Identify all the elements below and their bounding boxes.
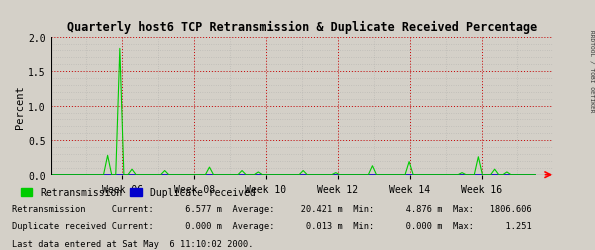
Text: RRDTOOL / TOBI OETIKER: RRDTOOL / TOBI OETIKER <box>590 30 594 112</box>
Title: Quarterly host6 TCP Retransmission & Duplicate Received Percentage: Quarterly host6 TCP Retransmission & Dup… <box>67 20 537 34</box>
Text: Retransmission     Current:      6.577 m  Average:     20.421 m  Min:      4.876: Retransmission Current: 6.577 m Average:… <box>12 204 532 213</box>
Legend: Retransmission, Duplicate received: Retransmission, Duplicate received <box>17 184 259 201</box>
Y-axis label: Percent: Percent <box>15 84 26 128</box>
Text: Duplicate received Current:      0.000 m  Average:      0.013 m  Min:      0.000: Duplicate received Current: 0.000 m Aver… <box>12 221 532 230</box>
Text: Last data entered at Sat May  6 11:10:02 2000.: Last data entered at Sat May 6 11:10:02 … <box>12 239 253 248</box>
